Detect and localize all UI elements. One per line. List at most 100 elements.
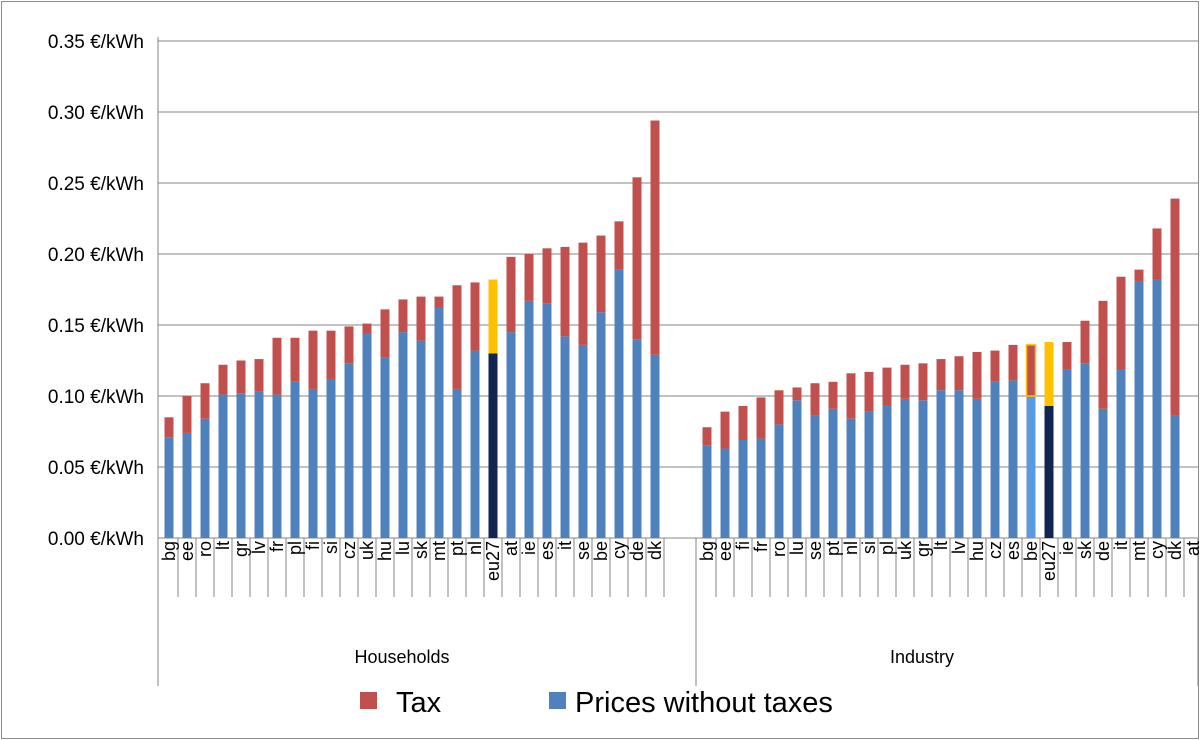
- category-label: gr: [913, 541, 933, 557]
- category-label: lv: [949, 541, 969, 554]
- y-tick-label: 0.05 €/kWh: [48, 458, 144, 479]
- bar-tax-industry-gr: [918, 363, 928, 401]
- y-tick-label: 0.25 €/kWh: [48, 174, 144, 195]
- bar-price-households-de: [632, 339, 642, 538]
- bar-price-households-be: [596, 312, 606, 538]
- bar-tax-households-lt: [218, 364, 228, 395]
- bar-tax-households-eu27: [488, 279, 498, 354]
- bar-tax-households-lu: [398, 299, 408, 333]
- bar-price-households-cy: [614, 269, 624, 538]
- category-label: pl: [285, 541, 305, 555]
- bar-tax-industry-es: [1008, 344, 1018, 381]
- bar-tax-households-es: [542, 248, 552, 304]
- bar-price-households-pl: [290, 381, 300, 538]
- category-label: fi: [733, 541, 753, 550]
- legend-swatch: [549, 692, 566, 709]
- y-tick-label: 0.30 €/kWh: [48, 103, 144, 124]
- category-label: be: [591, 541, 611, 561]
- category-label: cy: [1147, 541, 1167, 559]
- bar-tax-industry-eu27: [1044, 342, 1054, 406]
- bar-price-industry-ie: [1062, 369, 1072, 538]
- category-label: de: [1093, 541, 1113, 561]
- bar-price-industry-ee: [720, 448, 730, 538]
- category-label: uk: [895, 540, 915, 560]
- bar-price-households-mt: [434, 307, 444, 538]
- bar-tax-industry-it: [1116, 276, 1126, 370]
- bar-price-households-nl: [470, 350, 480, 538]
- bar-tax-households-cz: [344, 326, 354, 364]
- bar-tax-households-ie: [524, 254, 534, 301]
- category-label: lu: [393, 541, 413, 555]
- category-label: ro: [195, 541, 215, 557]
- bar-price-industry-cy: [1152, 279, 1162, 538]
- category-label: eu27: [483, 541, 503, 581]
- category-label: fr: [751, 541, 771, 552]
- category-label: uk: [357, 540, 377, 560]
- bar-price-industry-lt: [936, 390, 946, 538]
- bar-price-industry-pt: [828, 408, 838, 538]
- bar-tax-households-mt: [434, 296, 444, 308]
- bar-price-industry-se: [810, 415, 820, 538]
- bar-price-households-hu: [380, 357, 390, 538]
- bar-tax-industry-pl: [882, 367, 892, 406]
- category-label: lt: [213, 541, 233, 550]
- bar-tax-industry-si: [864, 371, 874, 412]
- legend-label: Tax: [396, 687, 442, 719]
- bar-price-households-uk: [362, 333, 372, 538]
- bar-tax-households-ee: [182, 396, 192, 433]
- bar-price-households-bg: [164, 437, 174, 538]
- category-label: es: [1003, 541, 1023, 560]
- category-label: fi: [303, 541, 323, 550]
- category-label: ee: [715, 541, 735, 561]
- bar-price-households-sk: [416, 340, 426, 538]
- bar-tax-industry-bg: [702, 427, 712, 446]
- bar-tax-households-gr: [236, 360, 246, 394]
- y-tick-label: 0.10 €/kWh: [48, 387, 144, 408]
- bar-price-industry-dk: [1170, 415, 1180, 538]
- category-label: lu: [787, 541, 807, 555]
- category-label: pl: [877, 541, 897, 555]
- bar-tax-households-dk: [650, 120, 660, 355]
- category-label: be: [1021, 541, 1041, 561]
- bar-tax-households-ro: [200, 383, 210, 419]
- bar-tax-households-be: [596, 235, 606, 313]
- bar-tax-industry-lt: [936, 359, 946, 391]
- bar-tax-households-pt: [452, 285, 462, 389]
- bar-tax-industry-fr: [756, 397, 766, 439]
- category-label: at: [1183, 541, 1200, 556]
- bar-tax-industry-lu: [792, 387, 802, 401]
- bar-price-industry-mt: [1134, 280, 1144, 538]
- bar-price-industry-uk: [900, 398, 910, 538]
- category-label: fr: [267, 541, 287, 552]
- bar-tax-households-bg: [164, 417, 174, 438]
- bar-price-households-gr: [236, 393, 246, 538]
- bar-tax-households-cy: [614, 221, 624, 270]
- category-label: sk: [411, 540, 431, 559]
- bar-price-industry-gr: [918, 400, 928, 538]
- y-tick-label: 0.15 €/kWh: [48, 316, 144, 337]
- bar-price-households-se: [578, 344, 588, 538]
- category-label: ie: [1057, 541, 1077, 555]
- category-label: it: [555, 541, 575, 550]
- bar-price-industry-es: [1008, 380, 1018, 538]
- y-tick-label: 0.00 €/kWh: [48, 529, 144, 550]
- legend-swatch: [360, 692, 377, 709]
- bar-price-households-lu: [398, 332, 408, 538]
- category-label: at: [501, 541, 521, 556]
- category-label: ee: [177, 541, 197, 561]
- category-label: mt: [1129, 541, 1149, 561]
- bar-price-industry-lv: [954, 390, 964, 538]
- bar-tax-households-se: [578, 242, 588, 345]
- category-label: pt: [447, 541, 467, 556]
- category-label: nl: [465, 541, 485, 555]
- bar-price-households-cz: [344, 363, 354, 538]
- bar-price-households-fr: [272, 394, 282, 538]
- bar-tax-industry-nl: [846, 373, 856, 419]
- y-tick-label: 0.35 €/kWh: [48, 32, 144, 53]
- bar-tax-households-pl: [290, 337, 300, 382]
- bar-tax-industry-hu: [972, 351, 982, 399]
- bar-price-households-at: [506, 332, 516, 538]
- bar-price-industry-be: [1026, 396, 1036, 538]
